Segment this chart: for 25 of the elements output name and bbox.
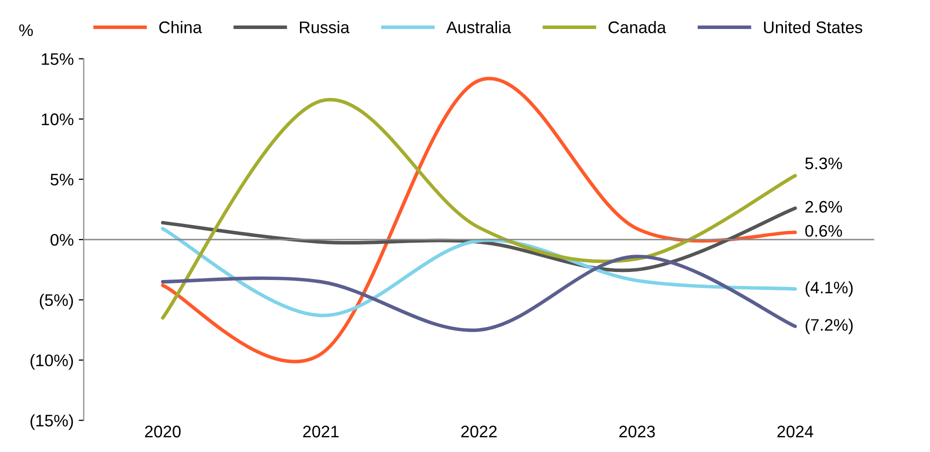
y-tick-label: 10% bbox=[42, 113, 74, 126]
y-tick-label: (5%) bbox=[40, 294, 73, 310]
y-tick-label: (15%) bbox=[30, 414, 73, 430]
y-tick-label: 0% bbox=[50, 234, 74, 246]
line-series bbox=[161, 98, 797, 320]
y-tick-label: 5% bbox=[50, 174, 74, 186]
data-label: (7.2%) bbox=[806, 318, 853, 334]
data-label: 2.6% bbox=[805, 200, 842, 213]
legend-label: Canada bbox=[608, 20, 666, 34]
legend-label: United States bbox=[764, 20, 862, 34]
y-axis-title: % bbox=[19, 24, 33, 36]
legend-label: Australia bbox=[446, 20, 512, 34]
x-tick-label: 2022 bbox=[461, 426, 497, 438]
x-tick-label: 2023 bbox=[619, 426, 655, 438]
legend-label: China bbox=[159, 20, 202, 34]
data-label: 5.3% bbox=[805, 158, 842, 170]
legend-label: Russia bbox=[300, 20, 350, 34]
y-tick-label: 15% bbox=[42, 53, 74, 65]
line-series bbox=[161, 254, 797, 332]
x-tick-label: 2024 bbox=[777, 426, 814, 438]
y-tick-label: (10%) bbox=[30, 354, 73, 370]
data-label: (4.1%) bbox=[806, 281, 853, 297]
data-label: 0.6% bbox=[805, 225, 842, 237]
x-tick-label: 2020 bbox=[145, 426, 181, 438]
x-tick-label: 2021 bbox=[303, 426, 339, 438]
